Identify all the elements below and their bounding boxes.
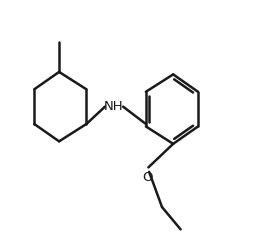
Text: O: O — [142, 171, 152, 184]
Text: NH: NH — [104, 100, 123, 113]
